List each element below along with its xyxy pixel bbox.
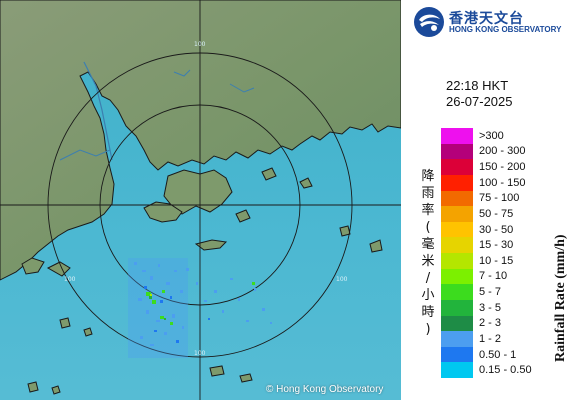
island-patch: [21, 257, 45, 275]
legend-label: 100 - 150: [479, 176, 526, 189]
legend-swatch: [441, 362, 473, 378]
legend-swatch: [441, 206, 473, 222]
lantau-island: [143, 201, 183, 223]
legend-swatch: [441, 315, 473, 332]
island-patch: [59, 317, 71, 329]
legend-swatch: [441, 174, 473, 191]
legend-panel: 香港天文台 HONG KONG OBSERVATORY 22:18 HKT 26…: [401, 0, 577, 400]
legend-label: >300: [479, 129, 504, 142]
river: [173, 69, 191, 77]
legend-label: 15 - 30: [479, 239, 514, 252]
legend-label: 50 - 75: [479, 207, 514, 220]
island-patch: [194, 239, 228, 251]
island-patch: [239, 373, 253, 383]
legend-label: 200 - 300: [479, 145, 526, 158]
radar-map[interactable]: 100 100 100 100 © Hong Kong Observatory: [0, 0, 401, 400]
legend-swatch: [441, 159, 473, 175]
legend-swatch: [441, 331, 473, 347]
legend-title-cn: 降雨率(毫米 / 小時): [421, 169, 435, 337]
radar-date: 26-07-2025: [446, 94, 513, 109]
island-patch: [339, 225, 351, 237]
copyright-notice: © Hong Kong Observatory: [266, 384, 384, 395]
legend-label: 75 - 100: [479, 192, 520, 205]
legend-swatch: [441, 143, 473, 160]
island-patch: [83, 327, 93, 337]
river: [229, 83, 255, 93]
river: [59, 149, 111, 161]
legend-swatch: [441, 284, 473, 300]
legend-swatch: [441, 253, 473, 269]
legend-label: 10 - 15: [479, 254, 514, 267]
hko-logo[interactable]: 香港天文台 HONG KONG OBSERVATORY: [413, 6, 575, 38]
hko-logo-icon: [414, 7, 444, 37]
legend-swatch: [441, 221, 473, 238]
legend-swatch: [441, 237, 473, 253]
island-patch: [261, 167, 277, 181]
legend-label: 2 - 3: [479, 317, 502, 330]
map-graphic: [0, 0, 401, 400]
island-patch: [209, 365, 225, 377]
legend-label: 1 - 2: [479, 332, 502, 345]
legend-swatch: [441, 299, 473, 316]
legend-label: 7 - 10: [479, 270, 508, 283]
range-rings: [0, 0, 401, 400]
island-patch: [299, 177, 313, 189]
rain-echoes: [128, 258, 272, 358]
org-name-en: HONG KONG OBSERVATORY: [449, 25, 562, 34]
legend-color-scale: [441, 128, 473, 378]
legend-labels: >300 200 - 300 150 - 200 100 - 150 75 - 100 5…: [479, 128, 559, 378]
radar-time: 22:18 HKT: [446, 78, 509, 93]
island-patch: [369, 239, 383, 253]
range-ring-label: 100: [336, 276, 348, 283]
legend-title-en: Rainfall Rate (mm/h): [553, 234, 568, 362]
org-name-cn: 香港天文台: [449, 11, 524, 27]
range-ring-label: 100: [64, 276, 76, 283]
legend-swatch: [441, 190, 473, 207]
legend-label: 0.50 - 1: [479, 348, 517, 361]
range-ring-label: 100: [194, 41, 206, 48]
legend-swatch: [441, 128, 473, 144]
legend-swatch: [441, 268, 473, 285]
legend-label: 150 - 200: [479, 161, 526, 174]
legend-swatch: [441, 346, 473, 363]
island-patch: [51, 385, 61, 395]
river: [83, 61, 113, 161]
island-patch: [235, 209, 251, 223]
legend-label: 0.15 - 0.50: [479, 364, 532, 377]
island-patch: [27, 381, 39, 393]
legend-label: 3 - 5: [479, 301, 502, 314]
legend-label: 30 - 50: [479, 223, 514, 236]
legend-label: 5 - 7: [479, 286, 502, 299]
range-ring-label: 100: [194, 350, 206, 357]
island-patch: [46, 261, 71, 277]
